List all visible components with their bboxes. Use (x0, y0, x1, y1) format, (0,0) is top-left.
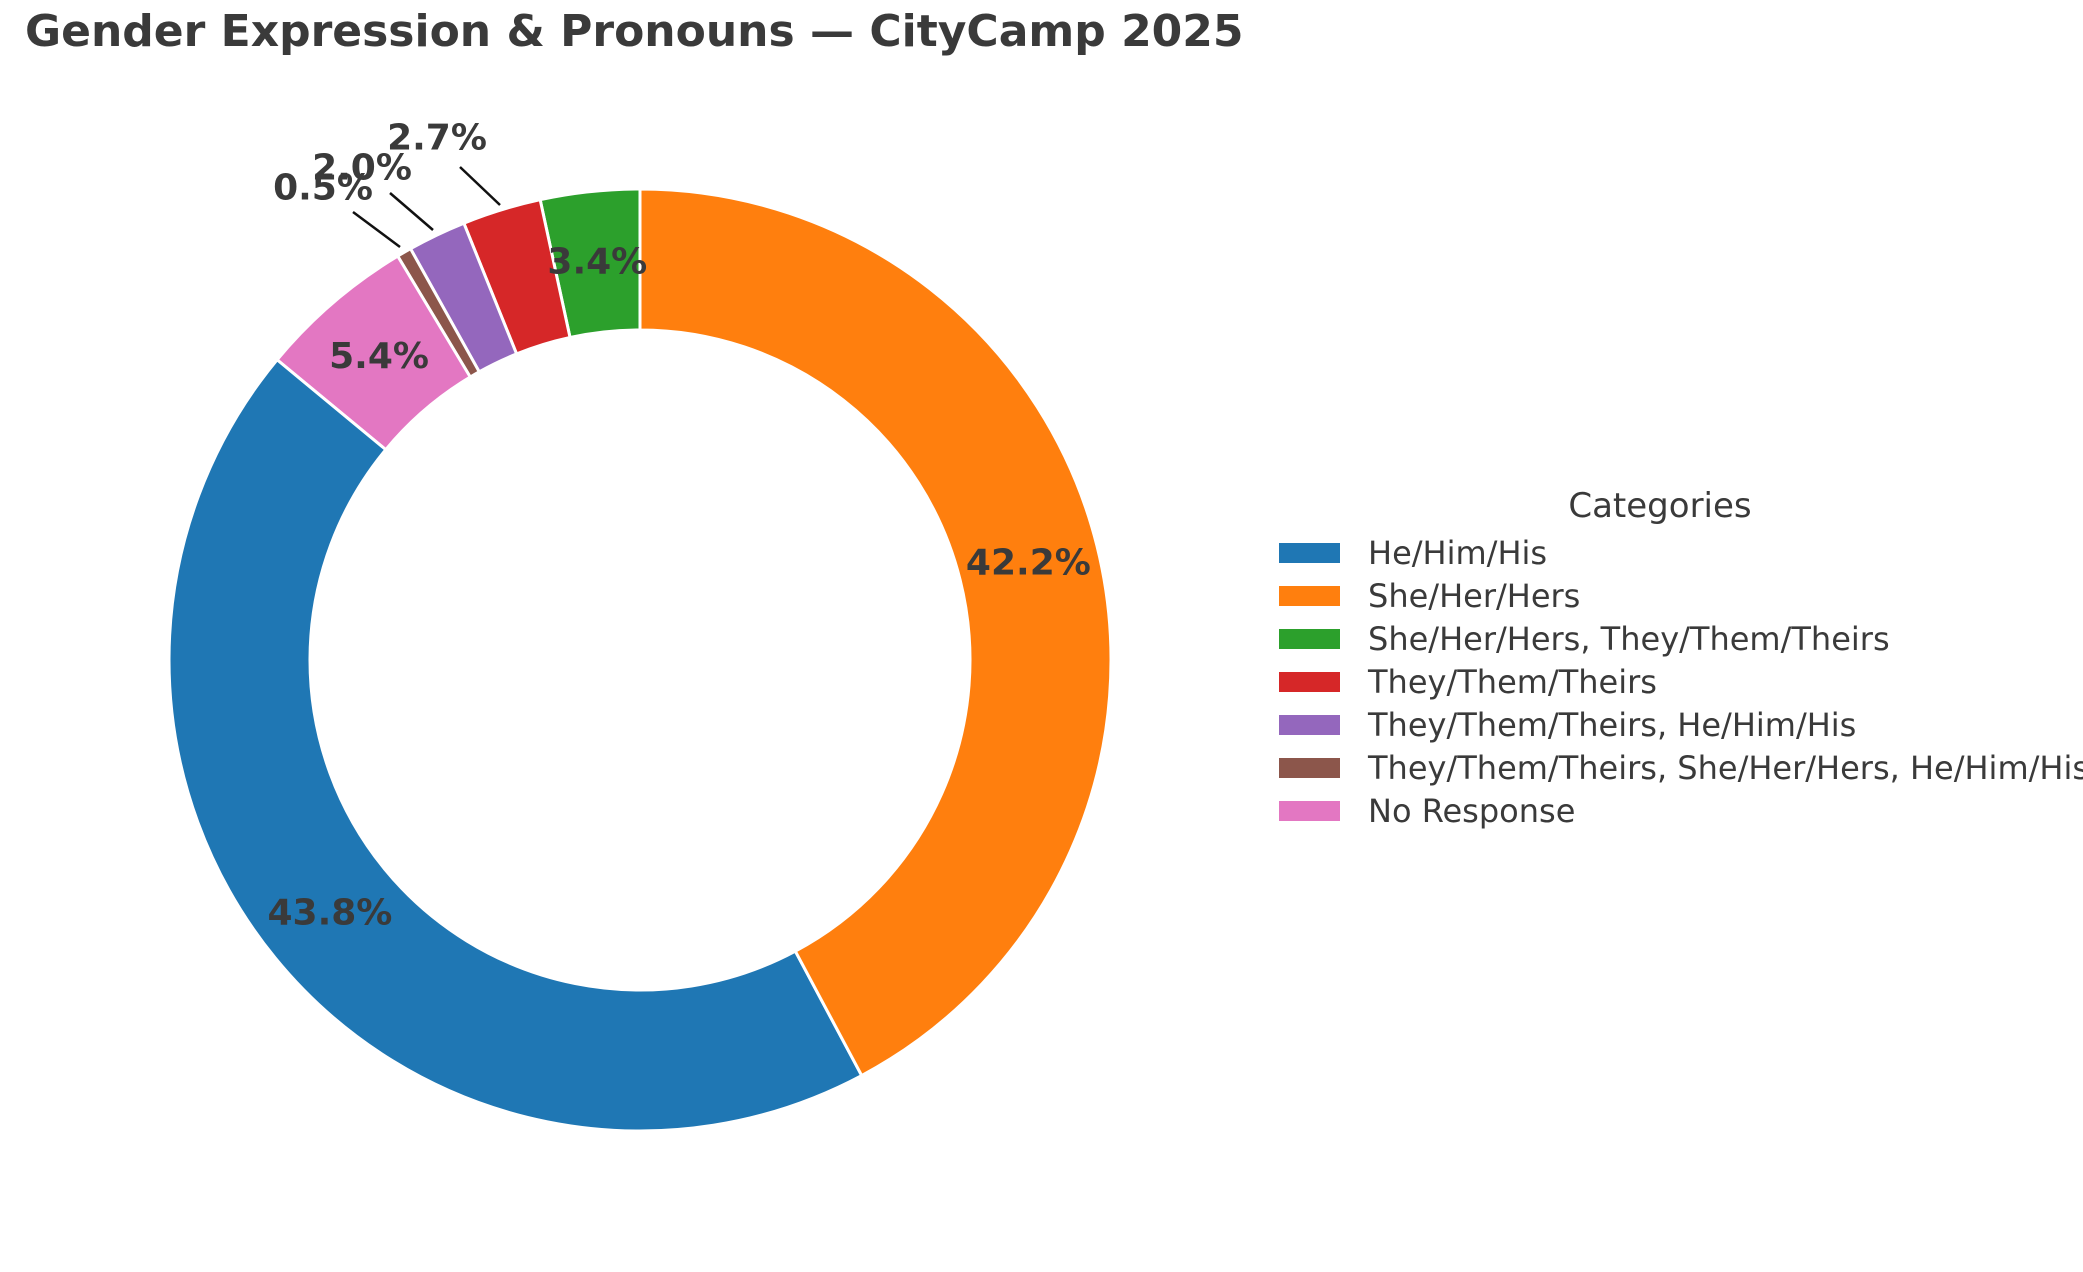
legend-color-swatch-icon (1279, 585, 1340, 606)
donut-slice-0 (167, 357, 864, 1133)
legend-item-label: He/Him/His (1368, 533, 1548, 572)
legend-color-swatch-icon (1279, 757, 1340, 778)
legend-items: He/Him/His She/Her/Hers She/Her/Hers, They… (1255, 531, 2083, 832)
leader-line-5 (352, 210, 401, 249)
legend-color-swatch-icon (1279, 628, 1340, 649)
legend-item-label: They/Them/Theirs (1368, 662, 1657, 701)
donut-slice-1 (638, 187, 1113, 1078)
legend-color-swatch-icon (1279, 671, 1340, 692)
legend-item-label: They/Them/Theirs, She/Her/Hers, He/Him/H… (1368, 748, 2083, 787)
pct-label-6: 5.4% (329, 336, 429, 377)
legend-color-swatch-icon (1279, 714, 1340, 735)
legend: Categories He/Him/His She/Her/Hers She/Her… (1255, 486, 2083, 832)
legend-item-label: They/Them/Theirs, He/Him/His (1368, 705, 1857, 744)
legend-item-6: No Response (1255, 789, 2065, 832)
legend-item-label: No Response (1368, 791, 1576, 830)
legend-color-swatch-icon (1279, 542, 1340, 563)
legend-item-5: They/Them/Theirs, She/Her/Hers, He/Him/H… (1255, 746, 2083, 789)
legend-item-label: She/Her/Hers (1368, 576, 1581, 615)
pct-label-5: 0.5% (273, 168, 373, 209)
legend-item-label: She/Her/Hers, They/Them/Theirs (1368, 619, 1890, 658)
pct-label-4: 2.0% (312, 148, 412, 189)
leader-line-4 (389, 192, 434, 231)
leader-line-3 (459, 166, 501, 206)
pct-label-2: 3.4% (547, 241, 647, 282)
legend-item-1: She/Her/Hers (1255, 574, 2065, 617)
pct-label-1: 42.2% (966, 542, 1091, 583)
legend-item-2: She/Her/Hers, They/Them/Theirs (1255, 617, 2065, 660)
legend-title: Categories (1568, 486, 1752, 526)
pct-label-0: 43.8% (267, 893, 392, 934)
legend-item-4: They/Them/Theirs, He/Him/His (1255, 703, 2065, 746)
legend-color-swatch-icon (1279, 800, 1340, 821)
legend-item-3: They/Them/Theirs (1255, 660, 2065, 703)
pct-label-3: 2.7% (387, 118, 487, 159)
legend-item-0: He/Him/His (1255, 531, 2065, 574)
chart-title: Gender Expression & Pronouns — CityCamp … (25, 6, 1244, 57)
